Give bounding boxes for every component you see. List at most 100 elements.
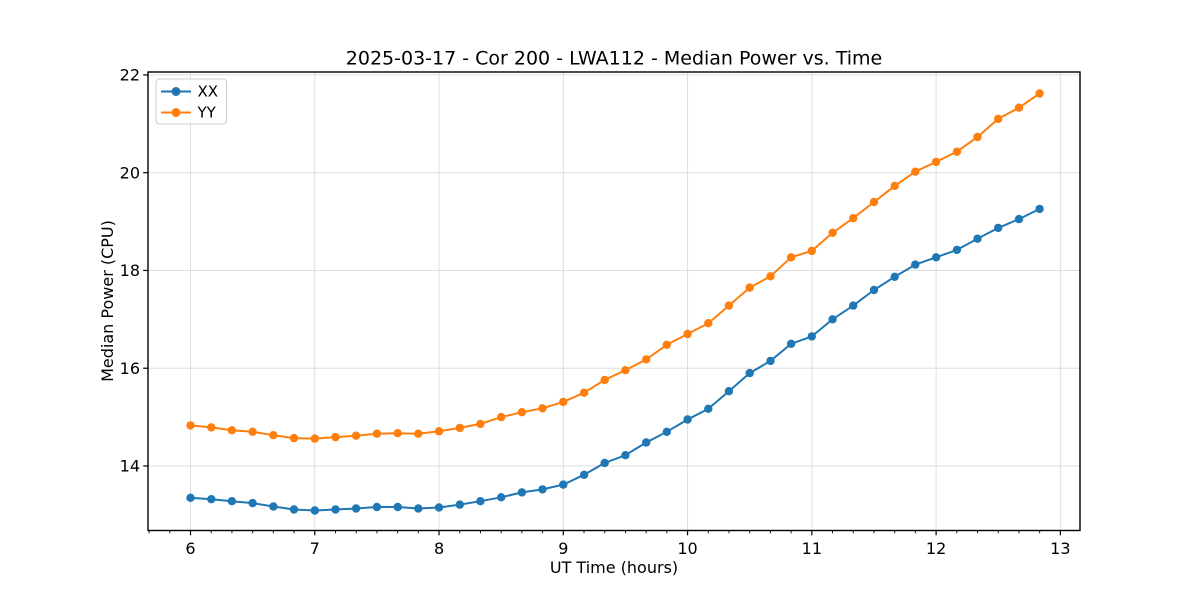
- series-yy-marker-7: [331, 432, 340, 442]
- series-yy-marker-8: [351, 431, 361, 440]
- series-yy-marker-24: [683, 329, 692, 339]
- series-yy-marker-21: [621, 366, 630, 375]
- series-xx-marker-23: [662, 427, 671, 436]
- series-xx-marker-12: [434, 503, 444, 512]
- series-xx-marker-17: [538, 485, 547, 494]
- series-yy-marker-16: [517, 408, 527, 417]
- series-xx-marker-3: [248, 498, 257, 508]
- series-xx-marker-30: [807, 332, 816, 341]
- series-xx-marker-28: [766, 356, 775, 366]
- series-layer: [186, 89, 1044, 515]
- series-xx-marker-14: [476, 497, 485, 506]
- y-tick-label-20: 20: [120, 163, 140, 182]
- series-xx-marker-37: [952, 245, 962, 255]
- series-yy-marker-23: [662, 340, 671, 349]
- series-yy-marker-38: [973, 132, 982, 142]
- series-yy-marker-29: [786, 253, 796, 262]
- x-tick-label-7: 7: [310, 539, 320, 558]
- series-yy-marker-35: [911, 167, 920, 176]
- series-yy-marker-14: [476, 419, 485, 429]
- series-xx-marker-5: [289, 505, 299, 514]
- series-yy-marker-40: [1014, 103, 1024, 112]
- x-tick-label-11: 11: [802, 539, 822, 558]
- x-tick-label-12: 12: [926, 539, 946, 558]
- series-yy-marker-20: [600, 375, 609, 385]
- legend-label-yy: YY: [197, 104, 217, 122]
- series-xx-marker-21: [621, 451, 630, 460]
- x-tick-label-13: 13: [1050, 539, 1070, 558]
- series-yy-marker-30: [807, 246, 816, 256]
- y-tick-label-14: 14: [120, 457, 140, 476]
- series-xx-marker-15: [497, 493, 506, 502]
- series-yy-marker-22: [642, 355, 651, 364]
- series-yy-marker-33: [869, 197, 879, 207]
- series-yy-marker-27: [745, 283, 754, 292]
- series-xx-marker-6: [310, 506, 319, 515]
- legend-item-yy: YY: [161, 104, 217, 122]
- series-yy-marker-36: [931, 157, 941, 167]
- legend: XX YY: [155, 78, 227, 125]
- series-yy-marker-15: [497, 412, 506, 422]
- x-tick-label-6: 6: [185, 539, 195, 558]
- series-xx-marker-8: [351, 504, 361, 513]
- y-axis-label: Median Power (CPU): [98, 220, 117, 382]
- series-yy-marker-41: [1035, 89, 1044, 98]
- series-xx-marker-39: [994, 223, 1003, 233]
- legend-marker-xx: [171, 87, 181, 96]
- series-xx-marker-1: [207, 495, 216, 504]
- series-yy-marker-9: [372, 429, 382, 438]
- series-xx-marker-25: [704, 404, 713, 413]
- series-yy-marker-4: [269, 431, 278, 440]
- x-tick-label-9: 9: [558, 539, 568, 558]
- series-xx-marker-34: [890, 272, 899, 281]
- series-yy-marker-18: [559, 397, 568, 407]
- series-xx-marker-38: [973, 234, 982, 243]
- series-xx-marker-24: [683, 415, 692, 424]
- tick-labels: 6 7 8 9 10 11 12 13 14 16 18 20 22: [120, 66, 1071, 558]
- series-yy-marker-6: [310, 434, 319, 443]
- series-yy-marker-39: [994, 114, 1003, 124]
- series-xx-marker-19: [579, 470, 589, 479]
- series-yy-marker-34: [890, 181, 899, 191]
- series-xx-marker-31: [828, 315, 837, 324]
- series-yy-marker-3: [248, 427, 257, 436]
- axes-frame: [147, 71, 1081, 532]
- series-xx-line: [189, 207, 1041, 512]
- series-yy-marker-13: [455, 423, 464, 433]
- chart-title: 2025-03-17 - Cor 200 - LWA112 - Median P…: [346, 48, 882, 70]
- x-tick-label-10: 10: [677, 539, 697, 558]
- series-xx-marker-29: [786, 339, 796, 348]
- x-axis-label: UT Time (hours): [550, 558, 678, 577]
- series-xx-marker-4: [269, 502, 278, 511]
- series-yy-marker-5: [289, 433, 299, 443]
- series-xx-marker-20: [600, 458, 609, 468]
- series-xx-marker-40: [1014, 214, 1024, 224]
- legend-marker-yy: [171, 108, 181, 117]
- series-xx-marker-9: [372, 502, 382, 512]
- series-yy-marker-17: [538, 404, 547, 413]
- x-tick-label-8: 8: [434, 539, 444, 558]
- series-yy-marker-25: [704, 319, 713, 328]
- series-xx-marker-7: [331, 505, 340, 514]
- series-xx-marker-13: [455, 500, 464, 509]
- series-xx-marker-32: [849, 301, 858, 310]
- series-yy-marker-26: [724, 301, 734, 310]
- grid: [148, 72, 1080, 531]
- series-xx-marker-22: [642, 438, 651, 447]
- series-xx-marker-18: [559, 480, 568, 489]
- series-yy-marker-28: [766, 272, 775, 281]
- series-yy-marker-19: [579, 388, 589, 397]
- series-yy-marker-10: [393, 429, 402, 438]
- series-yy-marker-12: [434, 427, 444, 436]
- series-yy-marker-37: [952, 147, 962, 156]
- series-xx-marker-0: [186, 493, 195, 502]
- series-xx-marker-16: [517, 488, 527, 497]
- series-xx-marker-2: [227, 497, 237, 506]
- series-xx-marker-36: [931, 253, 941, 262]
- series-xx-marker-27: [745, 368, 754, 378]
- series-yy-marker-1: [207, 423, 216, 432]
- series-yy-marker-0: [186, 421, 195, 430]
- legend-item-xx: XX: [161, 83, 218, 101]
- legend-label-xx: XX: [198, 83, 219, 101]
